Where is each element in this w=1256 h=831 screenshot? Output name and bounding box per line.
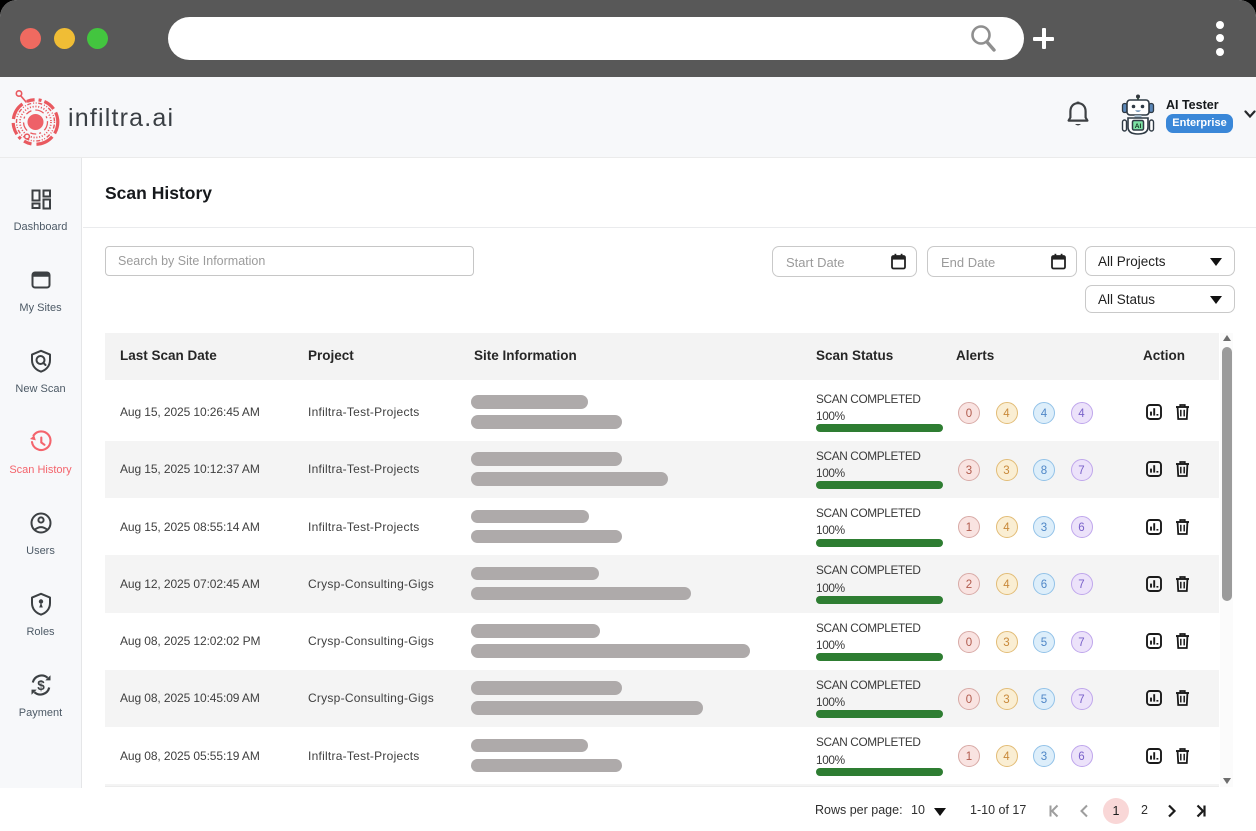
svg-text:$: $: [37, 678, 45, 693]
svg-text:AI: AI: [1135, 123, 1142, 130]
